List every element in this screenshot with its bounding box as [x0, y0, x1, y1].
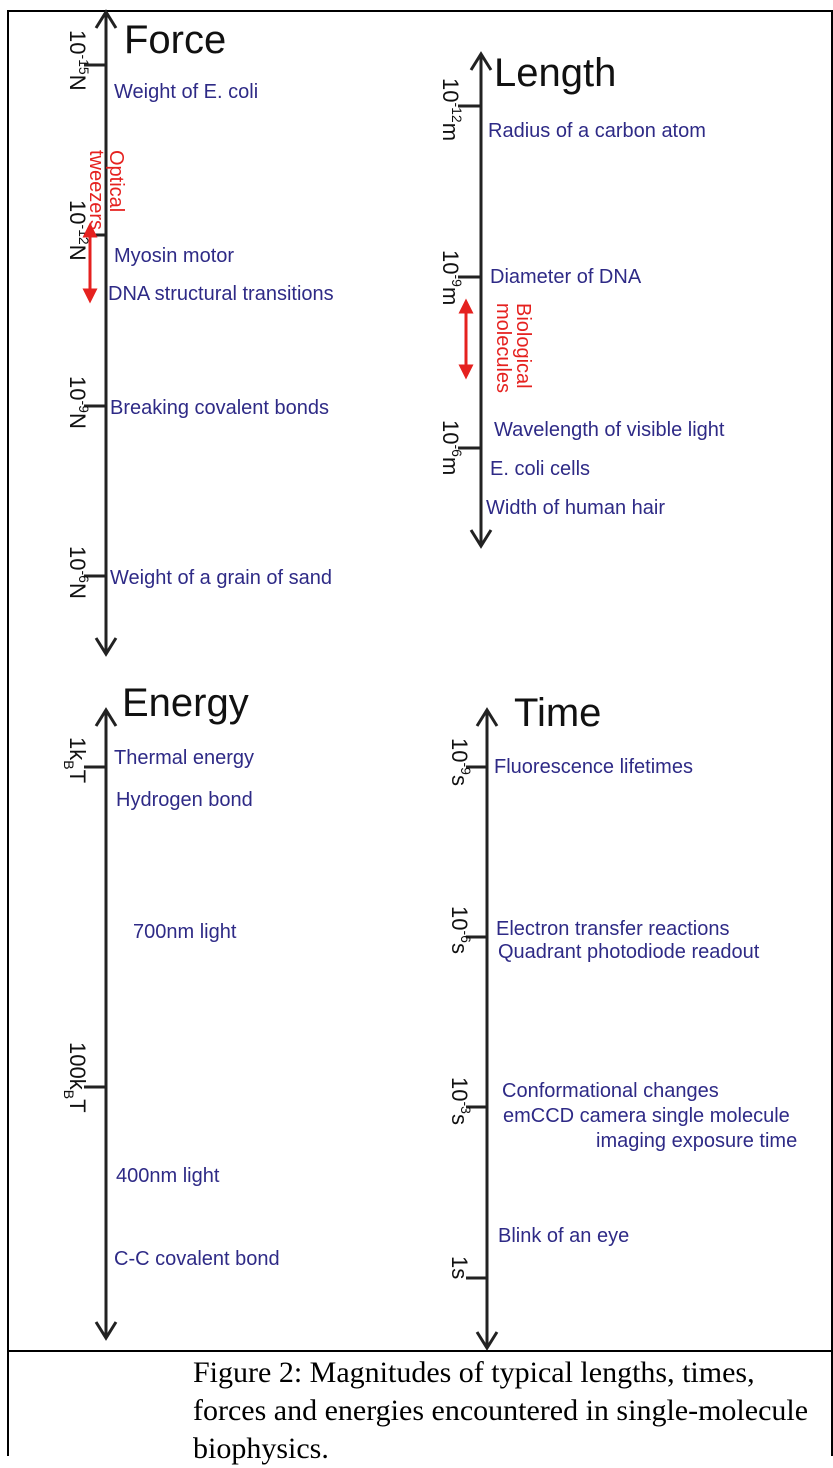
force-label: Weight of E. coli — [114, 81, 258, 103]
length-tick-label: 10-6m — [438, 420, 465, 475]
force-tick-label: 10-9N — [65, 376, 92, 429]
time-label: Fluorescence lifetimes — [494, 756, 693, 778]
energy-axis-arrow-down — [94, 1321, 118, 1341]
force-axis-arrow-down — [94, 637, 118, 657]
time-scale: Time 10-9s 10-6s 10-3s 1s Fluorescence l… — [447, 691, 797, 1350]
time-label: Blink of an eye — [498, 1225, 629, 1247]
force-label: Weight of a grain of sand — [110, 567, 332, 589]
time-label: imaging exposure time — [596, 1130, 797, 1152]
time-tick-label: 1s — [447, 1256, 472, 1279]
time-label: Conformational changes — [502, 1080, 719, 1102]
length-scale: Length 10-12m 10-9m 10-6m Radius of a ca… — [438, 51, 725, 549]
force-axis-arrow-up — [94, 9, 118, 29]
length-label: E. coli cells — [490, 458, 590, 480]
force-label: DNA structural transitions — [108, 283, 334, 305]
time-title: Time — [514, 691, 601, 735]
energy-scale: Energy 1kBT 100kBT Thermal energy Hydrog… — [61, 681, 280, 1341]
energy-title: Energy — [122, 681, 249, 725]
length-tick-label: 10-12m — [438, 78, 465, 141]
time-axis-arrow-up — [475, 707, 499, 727]
energy-label: 400nm light — [116, 1165, 220, 1187]
force-label: Myosin motor — [114, 245, 234, 267]
magnitude-scales-diagram: Force 10-15N 10-12N 10-9N 10-6N Weight o… — [61, 9, 797, 1350]
force-label: Breaking covalent bonds — [110, 397, 329, 419]
force-tick-label: 10-6N — [65, 546, 92, 599]
time-tick-label: 10-6s — [447, 906, 474, 954]
energy-tick-label: 100kBT — [61, 1042, 90, 1113]
caption-separator — [7, 1350, 833, 1352]
energy-tick-label: 1kBT — [61, 737, 90, 783]
optical-tweezers-label: Opticaltweezers — [85, 150, 127, 230]
time-label: emCCD camera single molecule — [503, 1105, 790, 1127]
energy-label: Thermal energy — [114, 747, 254, 769]
length-label: Diameter of DNA — [490, 266, 642, 288]
force-scale: Force 10-15N 10-12N 10-9N 10-6N Weight o… — [65, 9, 334, 657]
time-label: Electron transfer reactions — [496, 918, 729, 940]
time-tick-label: 10-9s — [447, 738, 474, 786]
energy-label: C-C covalent bond — [114, 1248, 280, 1270]
length-label: Radius of a carbon atom — [488, 120, 706, 142]
figure-frame — [7, 10, 833, 1456]
time-tick-label: 10-3s — [447, 1077, 474, 1125]
length-title: Length — [494, 51, 616, 95]
length-label: Wavelength of visible light — [494, 419, 725, 441]
figure-caption: Figure 2: Magnitudes of typical lengths,… — [193, 1356, 809, 1465]
energy-axis-arrow-up — [94, 707, 118, 727]
length-axis-arrow-down — [469, 529, 493, 549]
length-tick-label: 10-9m — [438, 250, 465, 305]
length-axis-arrow-up — [469, 51, 493, 71]
time-label: Quadrant photodiode readout — [498, 941, 760, 963]
energy-label: 700nm light — [133, 921, 237, 943]
time-axis-arrow-down — [475, 1331, 499, 1350]
length-label: Width of human hair — [486, 497, 665, 519]
force-title: Force — [124, 18, 226, 62]
energy-label: Hydrogen bond — [116, 789, 253, 811]
force-tick-label: 10-15N — [65, 30, 92, 91]
biological-molecules-label: Biologicalmolecules — [492, 303, 534, 393]
